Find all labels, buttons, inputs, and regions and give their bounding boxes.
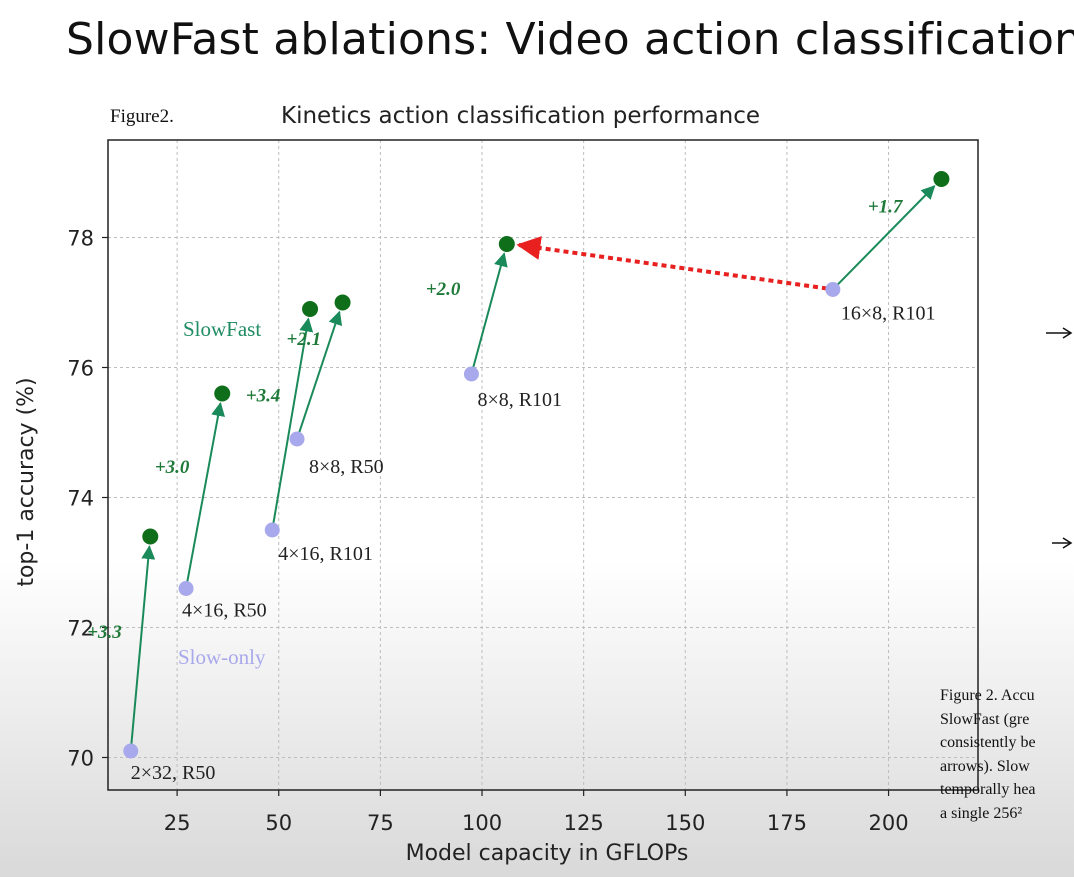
config-label: 16×8, R101 (841, 303, 936, 325)
gain-arrow (272, 317, 314, 525)
x-tick-label: 100 (462, 811, 502, 835)
gain-arrow (472, 252, 508, 369)
slide-title: SlowFast ablations: Video action classif… (66, 14, 1074, 65)
plot-area (107, 139, 979, 791)
config-label: 2×32, R50 (131, 762, 216, 784)
gain-label: +3.3 (87, 622, 122, 643)
slowfast-point (302, 301, 319, 317)
gain-arrow (130, 545, 156, 746)
x-axis-label: Model capacity in GFLOPs (406, 841, 689, 866)
series-label-slow-only: Slow-only (178, 645, 266, 669)
caption-line: consistently be (940, 734, 1036, 751)
y-tick-label: 78 (67, 227, 94, 251)
series-label-slowfast: SlowFast (183, 317, 261, 341)
slow-only-point (463, 366, 479, 382)
y-tick-label: 70 (67, 747, 94, 771)
gain-arrow (186, 401, 225, 583)
y-tick-label: 76 (67, 357, 94, 381)
slowfast-point (498, 236, 515, 252)
gain-label: +3.4 (246, 386, 281, 407)
gain-label: +3.0 (155, 457, 190, 478)
x-tick-label: 125 (564, 811, 604, 835)
gain-label: +2.1 (287, 329, 322, 350)
caption-line: SlowFast (gre (940, 710, 1030, 728)
side-arrow-icons (1046, 327, 1073, 549)
slowfast-point (142, 528, 159, 545)
x-tick-label: 200 (869, 811, 909, 835)
config-label: 8×8, R101 (477, 389, 562, 411)
slow-only-point (825, 282, 841, 297)
figure-caption: Figure 2. Accu SlowFast (gre consistentl… (940, 684, 1074, 825)
caption-line: a single 256² (940, 804, 1023, 822)
gain-label: +1.7 (868, 196, 904, 217)
slowfast-point (334, 294, 351, 311)
y-axis-label: top-1 accuracy (%) (14, 377, 39, 586)
x-tick-label: 25 (164, 811, 191, 835)
x-tick-label: 75 (367, 811, 394, 835)
chart-title: Kinetics action classification performan… (281, 103, 760, 129)
y-tick-label: 74 (67, 487, 94, 511)
grid-lines (108, 140, 978, 790)
caption-line: Figure 2. Accu (940, 687, 1035, 704)
y-tick-label: 72 (67, 617, 94, 641)
slowfast-point (933, 171, 950, 187)
caption-line: temporally hea (940, 781, 1036, 798)
highlight-arrow (516, 236, 828, 291)
slow-only-point (123, 743, 139, 759)
gain-arrow (297, 310, 343, 434)
x-tick-label: 150 (665, 811, 705, 835)
gain-label: +2.0 (426, 279, 461, 300)
config-label: 8×8, R50 (309, 456, 384, 478)
slow-only-point (178, 581, 194, 596)
slowfast-point (214, 385, 231, 402)
gain-arrow (836, 185, 936, 286)
x-tick-label: 175 (767, 811, 807, 835)
config-label: 4×16, R101 (278, 543, 373, 565)
slow-only-point (289, 431, 305, 447)
slow-only-point (264, 522, 280, 538)
config-label: 4×16, R50 (182, 600, 267, 622)
caption-line: arrows). Slow (940, 757, 1030, 775)
x-tick-label: 50 (265, 811, 292, 835)
figure-label: Figure2. (110, 106, 174, 127)
